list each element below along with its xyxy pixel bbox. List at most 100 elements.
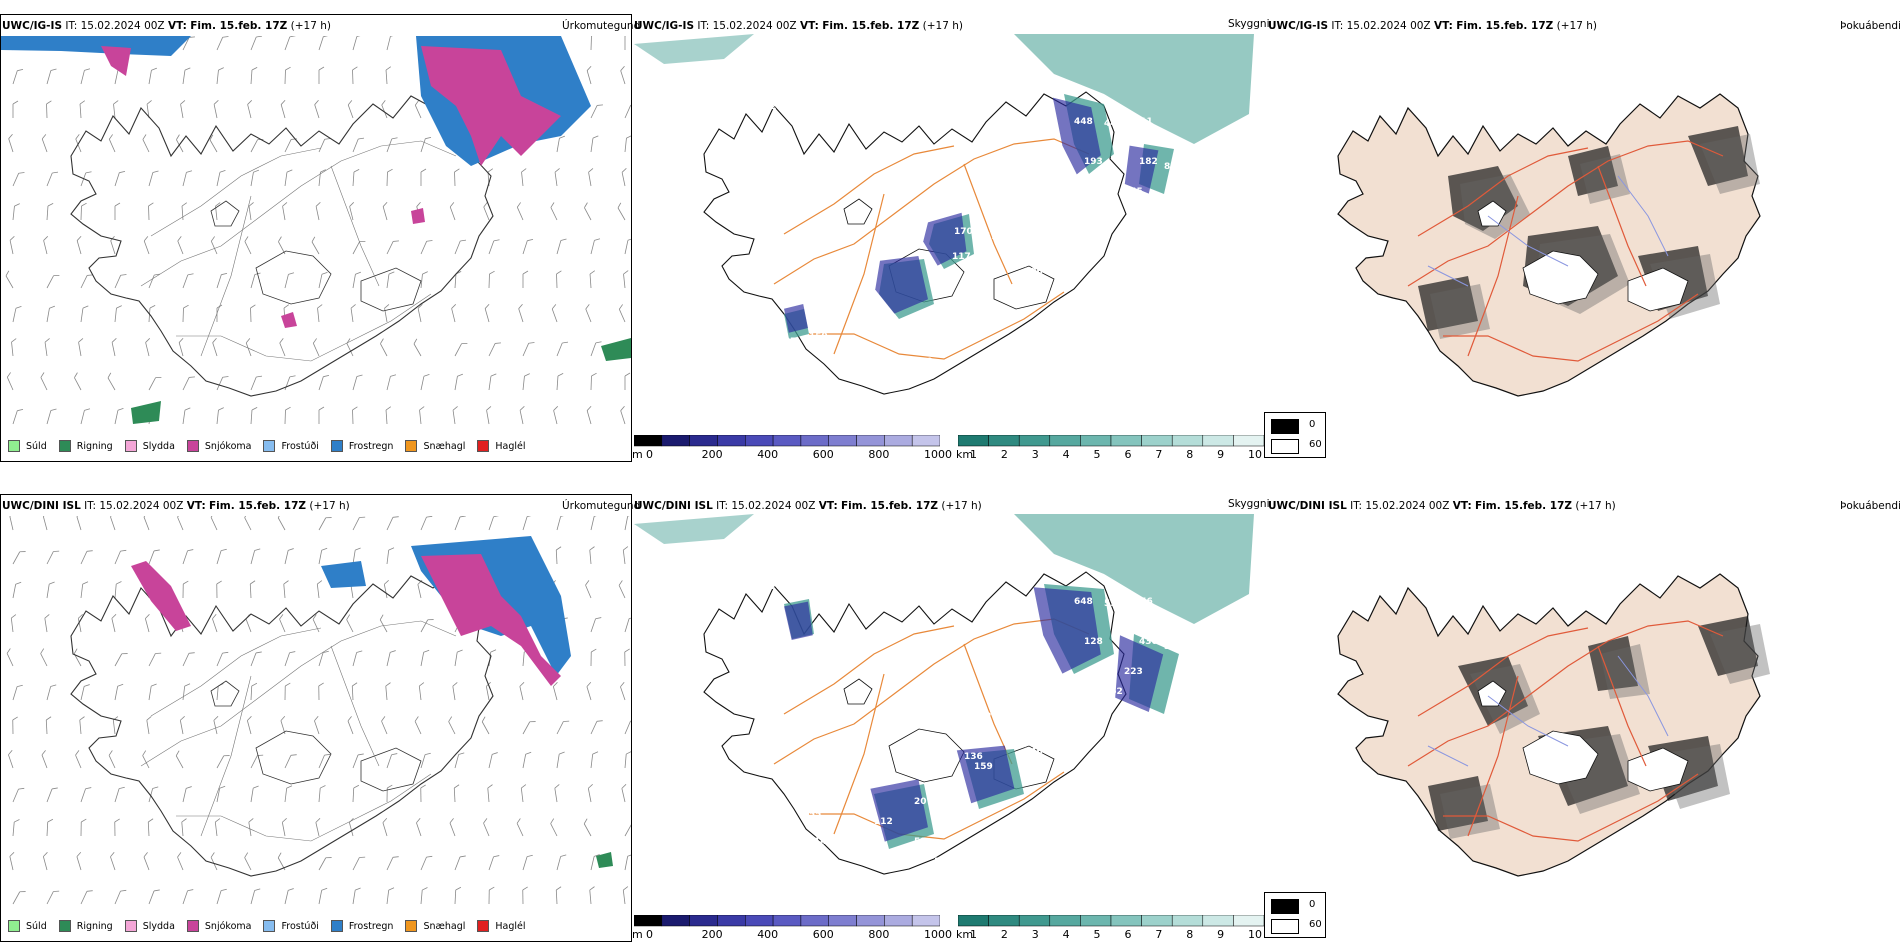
wind-barb xyxy=(453,784,460,803)
wind-barb-shaft xyxy=(590,754,594,769)
wind-barb-feather xyxy=(282,818,287,823)
wind-barb-shaft xyxy=(180,104,184,119)
wind-barb xyxy=(385,406,392,425)
wind-barb xyxy=(586,682,592,701)
visibility-value-label: 87 xyxy=(784,337,797,347)
wind-barb xyxy=(386,516,399,531)
wind-barb xyxy=(420,887,428,905)
wind-barb-shaft xyxy=(488,754,493,769)
legend-swatch xyxy=(8,440,20,452)
wind-barb-feather xyxy=(244,516,249,518)
legend-swatch xyxy=(186,920,199,932)
wind-barb-shaft xyxy=(556,721,564,735)
it-value: 15.02.2024 00Z xyxy=(1346,20,1431,32)
wind-barb xyxy=(483,202,490,221)
wind-barb-feather xyxy=(78,338,84,343)
wind-barb xyxy=(182,683,191,701)
wind-barb-feather xyxy=(419,682,425,687)
wind-barb-feather xyxy=(108,134,113,140)
wind-barb-feather xyxy=(107,372,112,379)
wind-barb-shaft xyxy=(622,890,626,905)
wind-barb-feather xyxy=(426,855,433,858)
wind-barb xyxy=(620,66,626,85)
wind-barb-feather xyxy=(278,236,282,242)
precip-type-map-1 xyxy=(1,36,631,425)
it-value: 15.02.2024 00Z xyxy=(80,20,165,32)
wind-barb-feather xyxy=(41,750,46,756)
wind-barb xyxy=(522,516,533,531)
wind-barb xyxy=(587,784,593,803)
wind-barb-shaft xyxy=(386,241,394,255)
wind-barb-feather xyxy=(519,406,525,411)
wind-barb-feather xyxy=(489,270,495,275)
wind-barb-feather xyxy=(155,376,162,379)
wind-barb xyxy=(250,67,258,85)
wind-barb-shaft xyxy=(250,652,257,667)
road-line xyxy=(833,193,885,355)
wind-barb xyxy=(590,104,603,119)
wind-barb-shaft xyxy=(346,619,354,633)
wind-barb-feather xyxy=(14,819,20,823)
wind-barb-feather xyxy=(120,274,127,276)
wind-barb-shaft xyxy=(484,308,490,323)
wind-barb-shaft xyxy=(284,172,288,187)
wind-barb-feather xyxy=(422,887,428,891)
wind-barb xyxy=(114,170,126,187)
wind-barb xyxy=(114,581,122,599)
lead-time: (+17 h) xyxy=(941,500,982,512)
wind-barb-feather xyxy=(177,516,182,518)
wind-barb-shaft xyxy=(6,653,14,667)
colorbar-tick: 4 xyxy=(1062,928,1070,941)
wind-barb-shaft xyxy=(556,856,562,871)
wind-barb xyxy=(318,547,328,565)
it-label: IT: xyxy=(65,20,78,32)
colorbar-tick: 1 xyxy=(970,928,977,941)
colorbar-tick: 9 xyxy=(1217,448,1225,461)
wind-barb-shaft xyxy=(554,788,558,803)
wind-barb xyxy=(589,270,596,289)
run-header-precip-2: UWC/DINI ISL IT: 15.02.2024 00Z VT: Fim.… xyxy=(2,500,350,512)
wind-barb xyxy=(624,104,631,119)
visibility-value-label: 106 xyxy=(1024,267,1043,277)
wind-barb-feather xyxy=(588,784,593,789)
wind-barb-shaft xyxy=(318,376,324,391)
wind-barb-shaft xyxy=(454,343,462,357)
wind-barb xyxy=(624,823,631,837)
legend-label: Snæhagl xyxy=(423,440,466,452)
wind-barb-shaft xyxy=(386,890,390,905)
wind-barb xyxy=(11,338,17,357)
wind-barb-shaft xyxy=(318,788,321,803)
wind-barb-shaft xyxy=(350,308,354,323)
wind-barb xyxy=(414,100,422,119)
wind-barb xyxy=(620,682,626,701)
glacier-outline xyxy=(360,747,422,792)
visibility-value-label: 119 xyxy=(934,857,953,867)
wind-barb-shaft xyxy=(347,720,354,735)
wind-barb-shaft xyxy=(250,788,254,803)
wind-barb-feather xyxy=(349,202,355,207)
wind-barb-feather xyxy=(248,818,254,823)
wind-barb-feather xyxy=(255,651,262,654)
wind-barb xyxy=(624,719,631,735)
wind-barb-shaft xyxy=(216,550,222,565)
wind-barb-shaft xyxy=(216,37,224,51)
wind-barb-shaft xyxy=(74,377,82,391)
colorbar-segment xyxy=(689,915,718,927)
wind-barb-feather xyxy=(526,516,533,517)
wind-barb xyxy=(417,304,423,323)
road-line xyxy=(1417,627,1589,717)
wind-barb xyxy=(41,134,48,153)
wind-barb-feather xyxy=(390,36,397,37)
wind-barb-shaft xyxy=(250,36,257,51)
precip-area-rain xyxy=(601,338,631,361)
visibility-value-label: 88 xyxy=(964,272,977,282)
wind-barb-shaft xyxy=(250,550,256,565)
wind-barb-shaft xyxy=(516,823,524,837)
visibility-value-label: 147 xyxy=(814,837,833,847)
fog-index-legend-1: 0 60 xyxy=(1264,412,1326,458)
wind-barb-feather xyxy=(51,787,58,790)
legend-swatch xyxy=(405,920,418,932)
wind-barb xyxy=(79,100,86,119)
wind-barb xyxy=(380,338,388,357)
wind-barb xyxy=(590,372,597,391)
